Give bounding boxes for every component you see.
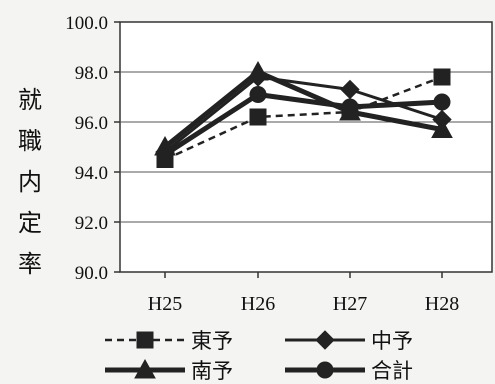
data-point xyxy=(431,118,453,138)
series-line xyxy=(163,92,443,157)
y-tick-label: 98.0 xyxy=(75,63,108,84)
plot-area xyxy=(119,21,493,273)
x-tick-label: H28 xyxy=(425,293,459,315)
legend-label: 東予 xyxy=(191,329,233,353)
data-point xyxy=(247,60,269,81)
data-point xyxy=(249,108,267,126)
y-tick-label: 100.0 xyxy=(65,13,108,34)
legend-marker xyxy=(134,358,156,379)
data-point xyxy=(249,86,267,103)
legend-marker xyxy=(136,331,154,349)
legend-item: 中予 xyxy=(285,329,413,353)
data-point xyxy=(433,93,451,111)
legend-item: 東予 xyxy=(105,329,233,353)
y-axis-label: 就職内定率 xyxy=(18,86,42,278)
x-tick-label: H25 xyxy=(148,293,182,315)
data-point xyxy=(433,68,451,86)
legend-item: 合計 xyxy=(285,359,413,383)
y-tick-label: 96.0 xyxy=(75,113,108,134)
y-tick-label: 94.0 xyxy=(75,163,108,184)
y-tick-label: 92.0 xyxy=(75,213,108,234)
series-4 xyxy=(156,86,451,163)
y-tick-label: 90.0 xyxy=(75,263,108,284)
legend-marker xyxy=(315,330,335,350)
legend-label: 中予 xyxy=(371,329,413,353)
data-point xyxy=(341,98,359,116)
legend-marker xyxy=(316,361,334,379)
legend-label: 合計 xyxy=(371,359,413,380)
data-point xyxy=(156,146,174,163)
legend-item: 南予 xyxy=(105,358,233,383)
x-tick-label: H26 xyxy=(241,293,275,315)
x-tick-label: H27 xyxy=(333,293,367,315)
legend-label: 南予 xyxy=(191,359,233,380)
series-line xyxy=(164,75,443,161)
series-line xyxy=(163,69,443,149)
